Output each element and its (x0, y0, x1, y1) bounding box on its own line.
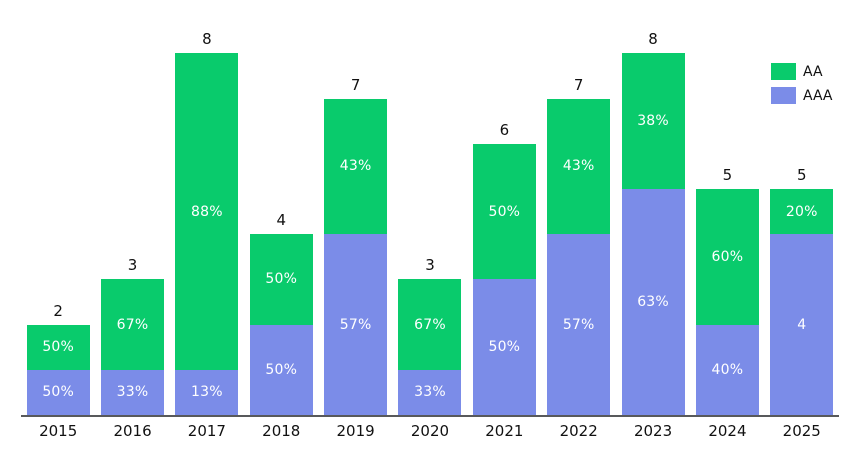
bar-column-2015: 2 50% 50% 2015 (21, 0, 95, 463)
x-axis-tick-label: 2016 (113, 422, 152, 440)
segment-value-label: 33% (116, 384, 149, 401)
bar-column-2022: 7 43% 57% 2022 (542, 0, 616, 463)
x-axis-tick-label: 2018 (262, 422, 301, 440)
bar-total-label: 8 (648, 30, 658, 49)
x-axis-tick-label: 2022 (559, 422, 598, 440)
segment-value-label: 38% (637, 113, 669, 130)
bar-segment-aa: 43% (324, 98, 388, 235)
x-axis-tick-label: 2023 (633, 422, 673, 440)
bar-column-2021: 6 50% 50% 2021 (467, 0, 541, 463)
bar-segment-aaa: 57% (324, 234, 388, 415)
legend-entry-aa: AA (771, 63, 833, 80)
segment-value-label: 67% (116, 316, 149, 333)
bar-segment-aa: 60% (695, 189, 759, 325)
segment-value-label: 4 (797, 316, 807, 333)
x-axis-tick-label: 2021 (485, 422, 524, 440)
plot-columns: 2 50% 50% 2015 3 67% 33% 2016 8 88% 13% 2017 4 50% 50%… (21, 0, 839, 463)
bar-segment-aa: 50% (472, 143, 536, 280)
bar-segment-aaa: 4 (770, 234, 834, 415)
legend-swatch-aa-icon (771, 63, 796, 80)
segment-value-label: 50% (488, 339, 521, 356)
bar-column-2016: 3 67% 33% 2016 (95, 0, 169, 463)
segment-value-label: 40% (711, 361, 744, 378)
bar-total-label: 8 (202, 30, 212, 49)
bar-column-2018: 4 50% 50% 2018 (244, 0, 318, 463)
bar-total-label: 5 (722, 166, 733, 185)
segment-value-label: 50% (265, 361, 298, 378)
segment-value-label: 57% (562, 316, 595, 333)
bar-segment-aa: 67% (398, 279, 462, 370)
bar-column-2023: 8 38% 63% 2023 (616, 0, 690, 463)
segment-value-label: 50% (265, 271, 298, 288)
segment-value-label: 50% (488, 203, 521, 220)
bar-segment-aaa: 33% (101, 369, 165, 415)
bar-segment-aaa: 40% (695, 324, 759, 415)
x-axis-tick-label: 2020 (410, 422, 450, 440)
bar-segment-aaa: 50% (249, 324, 313, 415)
bar-total-label: 7 (350, 75, 361, 94)
segment-value-label: 20% (785, 203, 818, 220)
segment-value-label: 88% (191, 203, 223, 220)
bar-segment-aaa: 57% (547, 234, 611, 415)
bar-segment-aaa: 13% (175, 369, 239, 415)
x-axis-tick-label: 2025 (782, 422, 821, 440)
bar-total-label: 7 (573, 75, 584, 94)
legend-entry-aaa: AAA (771, 87, 833, 104)
segment-value-label: 13% (191, 384, 223, 401)
x-axis-tick-label: 2024 (708, 422, 747, 440)
bar-column-2020: 3 67% 33% 2020 (393, 0, 467, 463)
bar-segment-aa: 50% (249, 234, 313, 325)
bar-segment-aaa: 50% (472, 279, 536, 415)
bar-column-2024: 5 60% 40% 2024 (690, 0, 764, 463)
bar-column-2017: 8 88% 13% 2017 (170, 0, 244, 463)
x-axis-tick-label: 2015 (39, 422, 78, 440)
x-axis-line (21, 415, 839, 417)
x-axis-tick-label: 2019 (336, 422, 375, 440)
legend-swatch-aaa-icon (771, 87, 796, 104)
segment-value-label: 63% (637, 294, 669, 310)
bar-segment-aaa: 50% (26, 369, 90, 415)
bar-total-label: 5 (797, 166, 807, 185)
bar-segment-aaa: 63% (621, 189, 685, 415)
segment-value-label: 67% (414, 316, 446, 333)
legend-label-aaa: AAA (803, 87, 833, 104)
bar-total-label: 6 (499, 120, 510, 139)
bar-total-label: 2 (53, 301, 63, 320)
legend: AA AAA (771, 63, 833, 104)
segment-value-label: 43% (562, 158, 595, 175)
bar-segment-aa: 50% (26, 324, 90, 370)
x-axis-tick-label: 2017 (187, 422, 226, 440)
segment-value-label: 57% (339, 316, 372, 333)
bar-segment-aa: 20% (770, 189, 834, 235)
segment-value-label: 43% (339, 158, 372, 175)
legend-label-aa: AA (803, 63, 823, 80)
bar-segment-aaa: 33% (398, 369, 462, 415)
bar-total-label: 3 (127, 256, 138, 275)
bar-segment-aa: 43% (547, 98, 611, 235)
segment-value-label: 33% (414, 384, 446, 401)
bar-total-label: 3 (425, 256, 435, 275)
bar-total-label: 4 (276, 211, 287, 230)
bar-segment-aa: 67% (101, 279, 165, 370)
segment-value-label: 50% (42, 339, 75, 356)
segment-value-label: 50% (42, 384, 75, 401)
bar-column-2025: 5 20% 4 2025 (765, 0, 839, 463)
bar-segment-aa: 88% (175, 53, 239, 370)
segment-value-label: 60% (711, 248, 744, 265)
bar-column-2019: 7 43% 57% 2019 (318, 0, 392, 463)
bar-segment-aa: 38% (621, 53, 685, 189)
